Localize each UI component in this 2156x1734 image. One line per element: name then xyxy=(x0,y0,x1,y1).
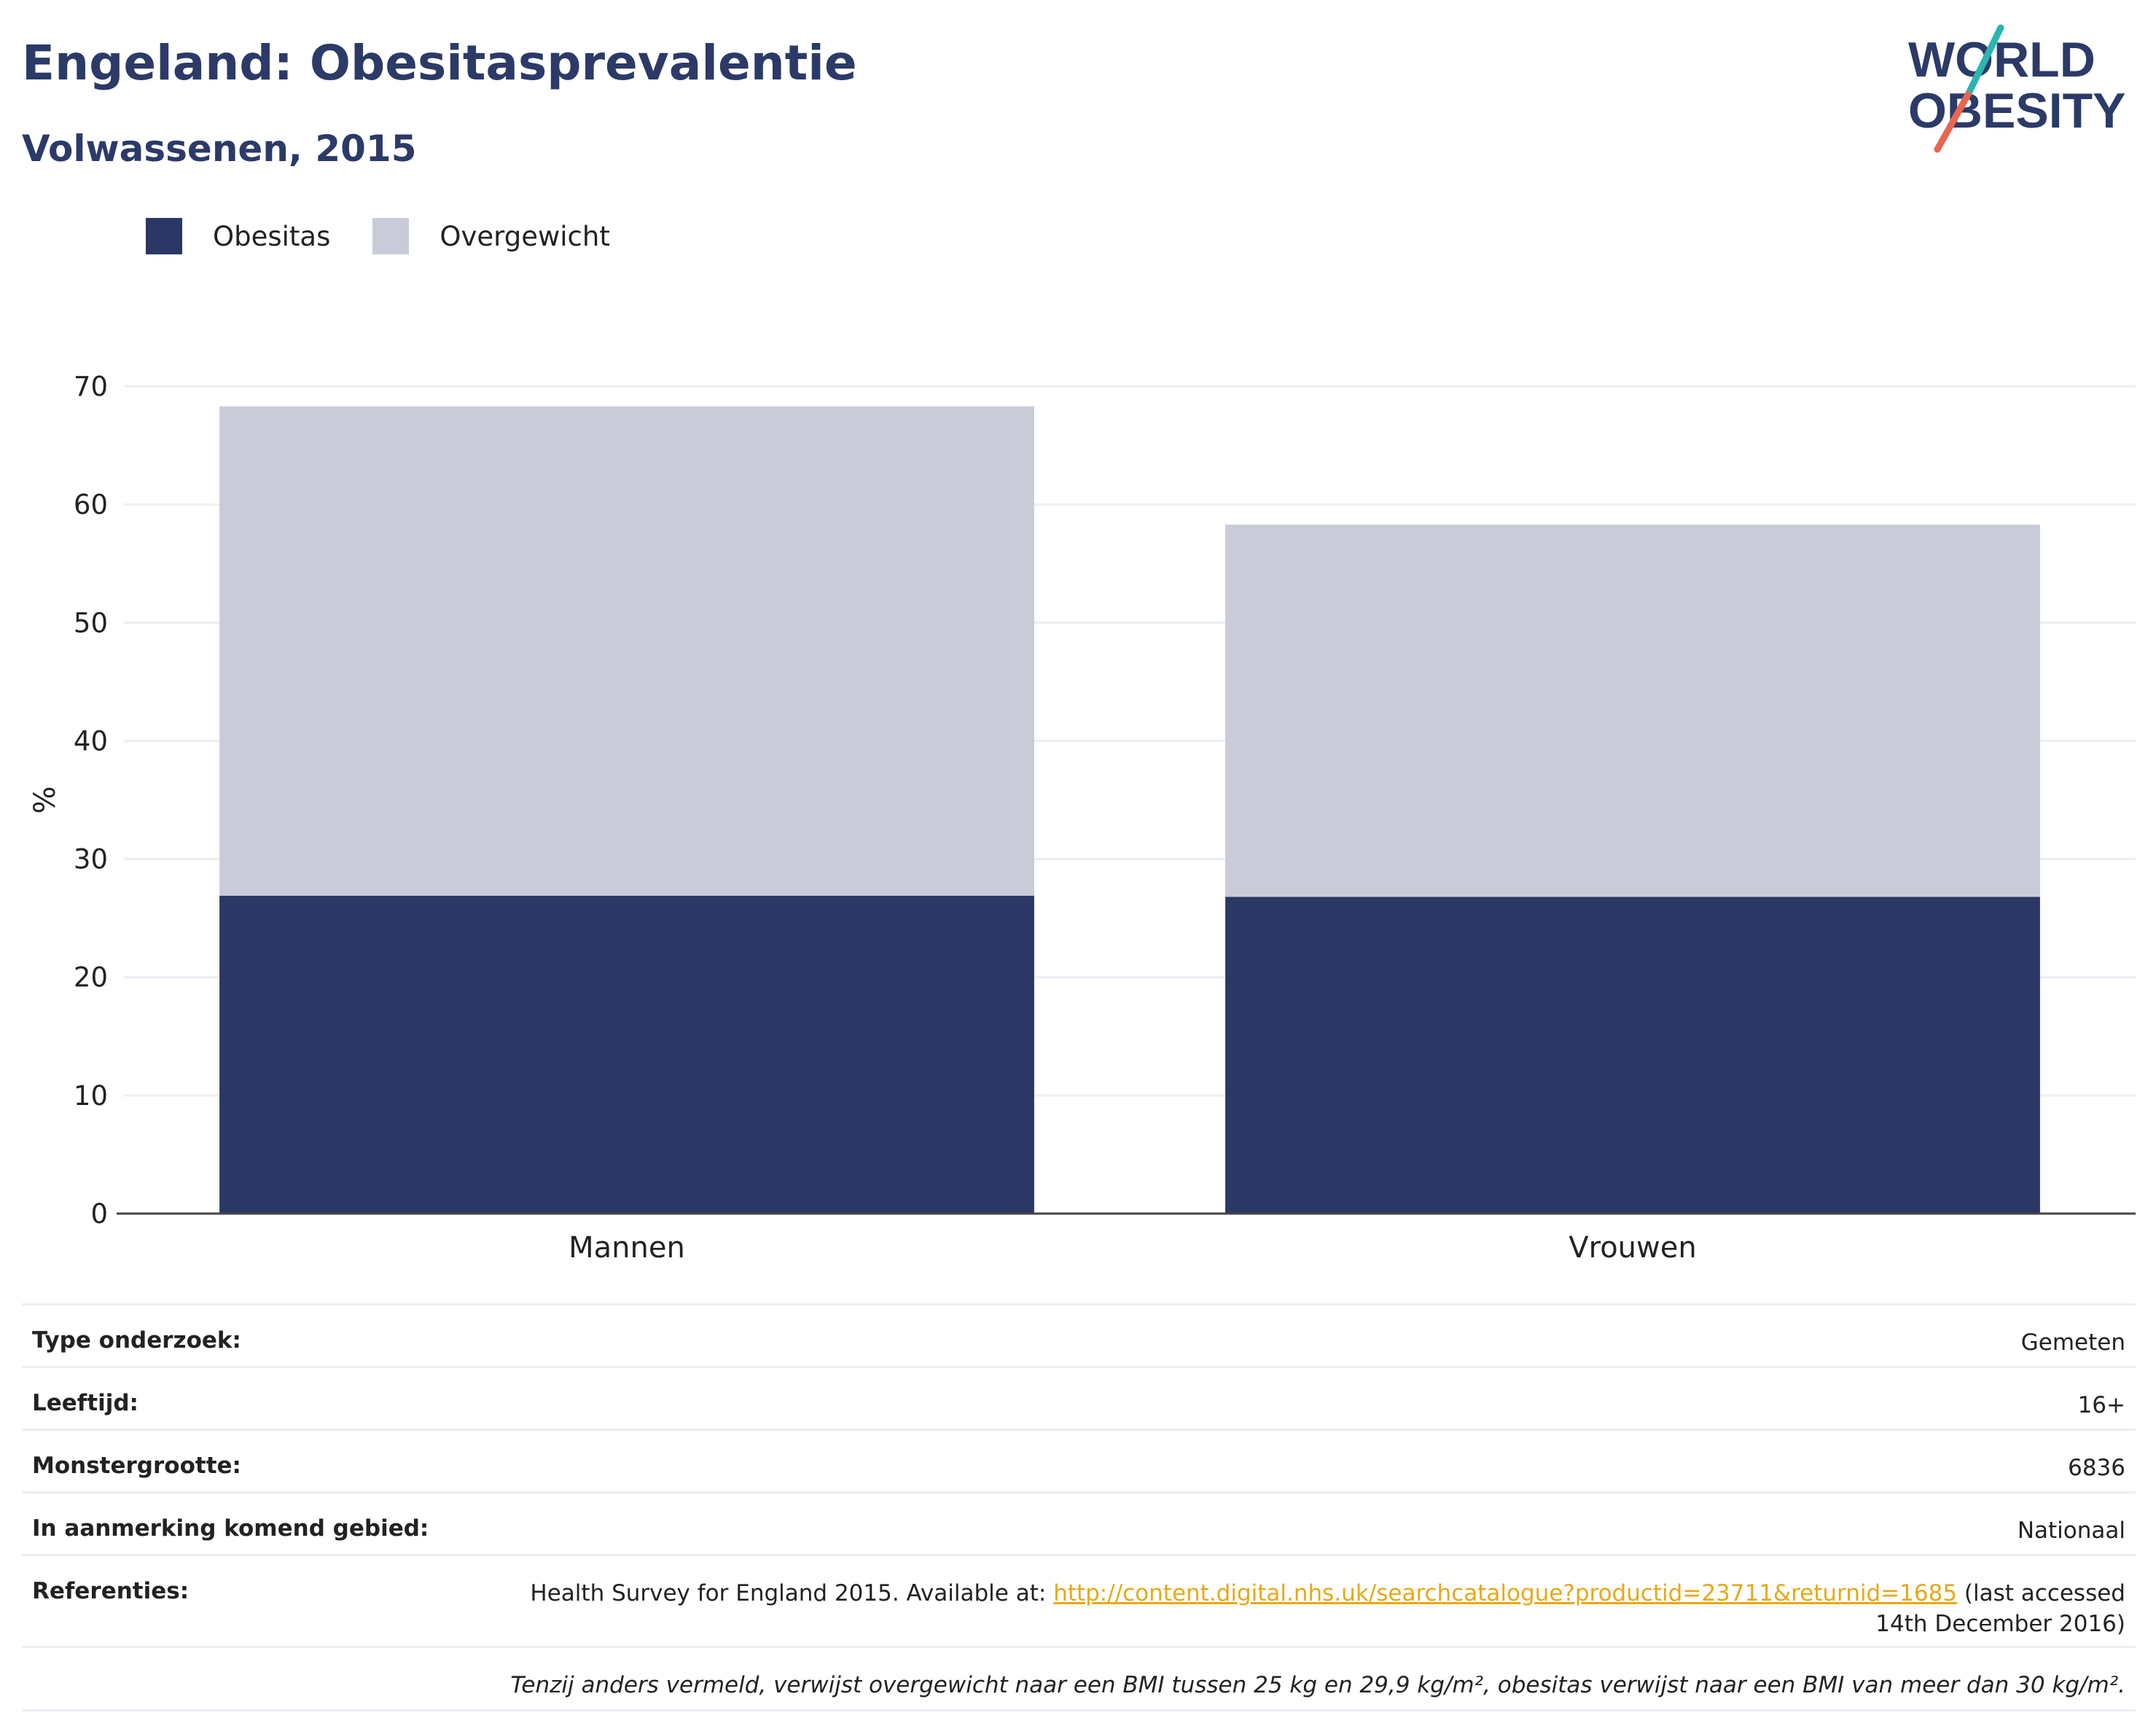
y-tick-label: 30 xyxy=(74,844,108,875)
info-value-age: 16+ xyxy=(509,1366,2136,1430)
legend-label-obesitas: Obesitas xyxy=(213,220,331,252)
info-row-age: Leeftijd: 16+ xyxy=(22,1366,2136,1430)
logo-line1: WORLD xyxy=(1908,32,2096,87)
legend-item-obesitas[interactable]: Obesitas xyxy=(146,218,330,254)
page-title: Engeland: Obesitasprevalentie xyxy=(22,35,857,91)
x-tick-label: Vrouwen xyxy=(1569,1231,1696,1265)
bar-chart: 0 10 20 30 40 50 60 70% Mannen Vrouwen xyxy=(28,371,2136,1265)
y-tick-label: 40 xyxy=(74,725,108,757)
info-value-reference: Health Survey for England 2015. Availabl… xyxy=(509,1554,2136,1647)
y-tick-label: 70 xyxy=(74,371,108,402)
info-table: Type onderzoek: Gemeten Leeftijd: 16+ Mo… xyxy=(22,1303,2136,1711)
chart-legend: Obesitas Overgewicht xyxy=(146,216,652,257)
y-tick-label: 50 xyxy=(74,607,108,638)
legend-swatch-obesitas xyxy=(146,218,182,254)
info-key-reference: Referenties: xyxy=(22,1554,509,1647)
bar-obesitas-mannen xyxy=(219,895,1034,1214)
legend-item-overgewicht[interactable]: Overgewicht xyxy=(372,218,610,254)
info-key-sample: Monstergrootte: xyxy=(22,1429,509,1493)
y-tick-label: 60 xyxy=(74,489,108,520)
info-value-area: Nationaal xyxy=(509,1491,2136,1555)
info-key-type: Type onderzoek: xyxy=(22,1303,509,1367)
info-row-sample: Monstergrootte: 6836 xyxy=(22,1429,2136,1493)
y-tick-label: 10 xyxy=(74,1080,108,1112)
reference-text: Health Survey for England 2015. Availabl… xyxy=(530,1580,1054,1606)
reference-link[interactable]: http://content.digital.nhs.uk/searchcata… xyxy=(1053,1580,1958,1606)
info-key-age: Leeftijd: xyxy=(22,1366,509,1430)
definition-note: Tenzij anders vermeld, verwijst overgewi… xyxy=(22,1646,2136,1711)
info-key-area: In aanmerking komend gebied: xyxy=(22,1491,509,1555)
info-row-reference: Referenties: Health Survey for England 2… xyxy=(22,1554,2136,1647)
page-subtitle: Volwassenen, 2015 xyxy=(22,128,417,170)
bar-obesitas-vrouwen xyxy=(1225,897,2040,1214)
legend-label-overgewicht: Overgewicht xyxy=(440,220,610,252)
reference-accessed: (last accessed 14th December 2016) xyxy=(1875,1580,2125,1637)
info-value-type: Gemeten xyxy=(509,1303,2136,1367)
y-axis-label: % xyxy=(28,786,62,813)
logo-slash-top xyxy=(1964,24,2004,98)
x-tick-label: Mannen xyxy=(569,1231,685,1265)
bar-overgewicht-vrouwen xyxy=(1225,524,2040,897)
info-value-sample: 6836 xyxy=(509,1429,2136,1493)
logo-slash-bottom xyxy=(1934,91,1972,153)
legend-swatch-overgewicht xyxy=(372,218,410,254)
y-tick-label: 20 xyxy=(74,962,108,993)
world-obesity-logo: WORLD OBESITY xyxy=(1908,24,2126,153)
info-row-note: Tenzij anders vermeld, verwijst overgewi… xyxy=(22,1646,2136,1711)
info-row-area: In aanmerking komend gebied: Nationaal xyxy=(22,1491,2136,1555)
bar-overgewicht-mannen xyxy=(219,406,1034,896)
info-row-type: Type onderzoek: Gemeten xyxy=(22,1303,2136,1367)
y-tick-label: 0 xyxy=(90,1198,108,1230)
logo-line2: OBESITY xyxy=(1908,83,2126,138)
